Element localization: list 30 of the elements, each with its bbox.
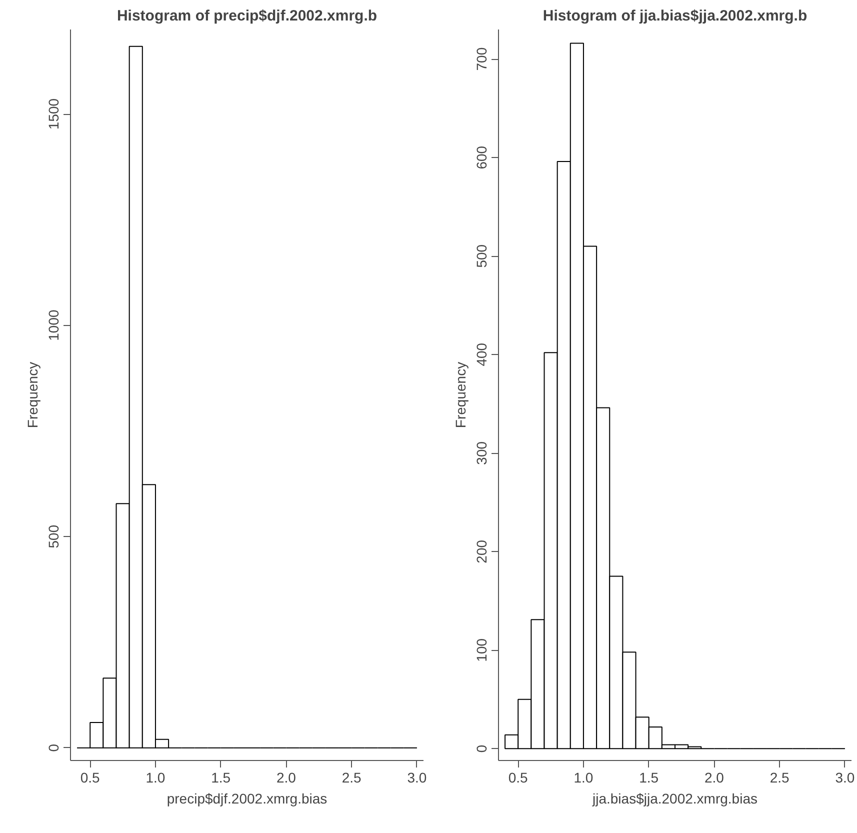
x-tick-label: 1.5 (639, 770, 659, 786)
x-tick-label: 1.0 (146, 770, 166, 786)
y-tick-label: 500 (46, 524, 62, 548)
y-tick-label: 600 (474, 146, 490, 170)
x-axis-title: precip$djf.2002.xmrg.bias (166, 790, 328, 806)
y-tick-label: 100 (474, 638, 490, 662)
x-tick-label: 0.5 (508, 770, 528, 786)
y-tick-label: 1500 (46, 98, 62, 130)
x-tick-label: 2.0 (276, 770, 296, 786)
y-tick-label: 0 (474, 744, 490, 753)
y-axis-title: Frequency (24, 362, 40, 428)
x-tick-label: 3.0 (835, 770, 855, 786)
y-tick-label: 700 (474, 47, 490, 71)
y-tick-label: 300 (474, 441, 490, 465)
x-tick-label: 1.0 (574, 770, 594, 786)
x-axis-title: jja.bias$jja.2002.xmrg.bias (592, 790, 758, 806)
x-tick-label: 3.0 (407, 770, 427, 786)
y-tick-label: 400 (474, 342, 490, 366)
y-tick-label: 500 (474, 244, 490, 268)
x-tick-label: 0.5 (80, 770, 100, 786)
chart-title: Histogram of precip$djf.2002.xmrg.b (116, 8, 378, 24)
x-tick-label: 2.0 (704, 770, 724, 786)
x-tick-label: 2.5 (770, 770, 790, 786)
y-tick-label: 200 (474, 540, 490, 564)
y-axis-title: Frequency (452, 362, 468, 428)
x-tick-label: 1.5 (211, 770, 231, 786)
x-tick-label: 2.5 (342, 770, 362, 786)
y-tick-label: 0 (46, 744, 62, 752)
chart-title: Histogram of jja.bias$jja.2002.xmrg.b (542, 8, 808, 24)
y-tick-label: 1000 (46, 309, 62, 341)
